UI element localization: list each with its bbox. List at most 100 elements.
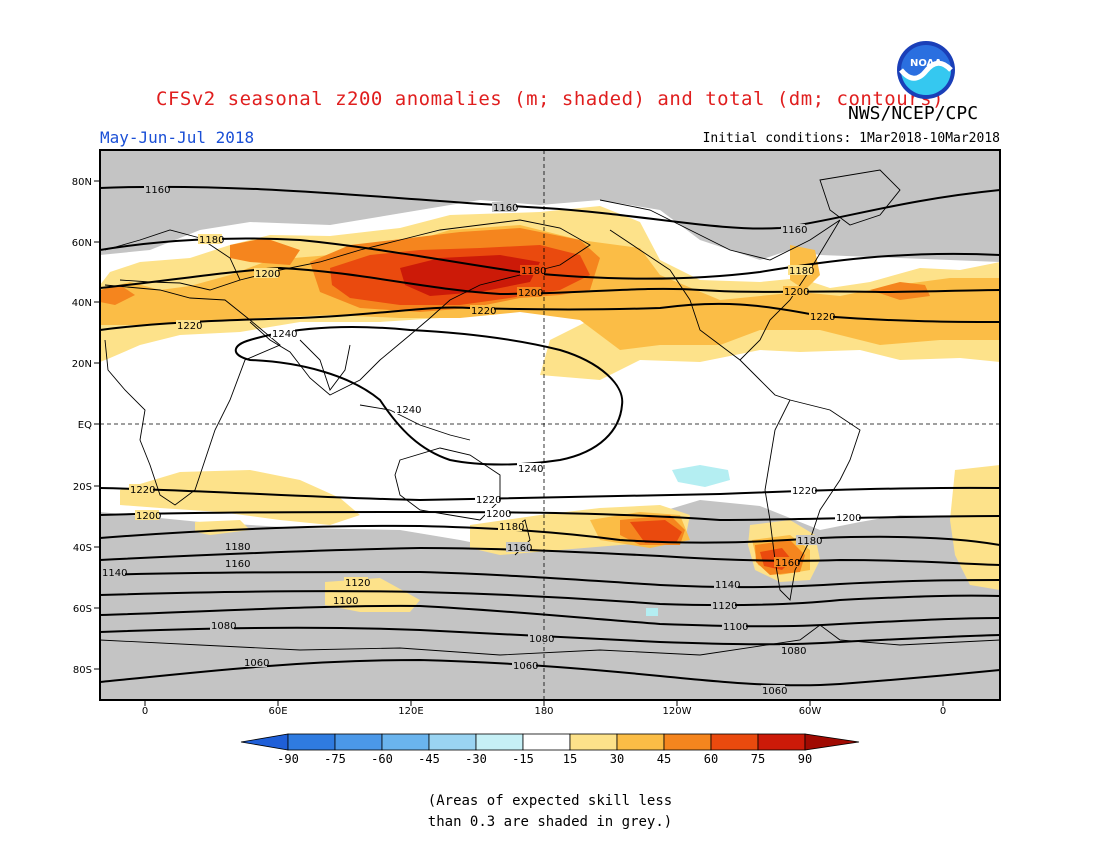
colorbar-label: -60 <box>371 752 393 766</box>
shade-s-atlantic <box>950 465 1000 590</box>
lat-label-80s: 80S <box>73 665 92 676</box>
height-contours <box>100 185 1000 687</box>
colorbar-arrow-left <box>240 733 289 751</box>
label-1080-a: 1080 <box>211 621 236 632</box>
label-1100-a: 1100 <box>333 596 358 607</box>
colorbar-label: 45 <box>657 752 671 766</box>
lat-label-80n: 80N <box>72 177 92 188</box>
label-1180-c: 1180 <box>789 266 814 277</box>
map-title: CFSv2 seasonal z200 anomalies (m; shaded… <box>156 88 944 110</box>
colorbar-swatch <box>334 733 383 751</box>
label-1160-d: 1160 <box>225 559 250 570</box>
label-1200-b: 1200 <box>518 288 543 299</box>
coast-north-america <box>599 199 841 361</box>
shade-core-max <box>400 255 540 296</box>
label-1220-b: 1220 <box>471 306 496 317</box>
label-1220-d: 1220 <box>130 485 155 496</box>
grid-lines <box>100 150 1000 700</box>
colorbar-swatch <box>522 733 571 751</box>
label-1240-a: 1240 <box>272 329 297 340</box>
contour-1120 <box>100 590 1000 607</box>
label-1120-b: 1120 <box>712 601 737 612</box>
contour-1060 <box>100 658 1000 687</box>
lon-label-60e: 60E <box>268 706 287 717</box>
label-1200-a: 1200 <box>255 269 280 280</box>
lat-label-40n: 40N <box>72 298 92 309</box>
lat-label-eq: EQ <box>78 420 92 431</box>
colorbar-label: 60 <box>704 752 718 766</box>
label-1160-a: 1160 <box>145 185 170 196</box>
label-1080-b: 1080 <box>529 634 554 645</box>
contour-1160-south <box>100 546 1000 566</box>
contour-1080 <box>100 626 1000 646</box>
lat-label-40s: 40S <box>73 543 92 554</box>
colorbar-swatch <box>569 733 618 751</box>
logo-text: NOAA <box>910 58 942 69</box>
contour-1100 <box>100 604 1000 628</box>
colorbar-label: -75 <box>324 752 346 766</box>
coast-africa <box>104 284 281 506</box>
label-1180-e: 1180 <box>499 522 524 533</box>
lon-label-120w: 120W <box>663 706 692 717</box>
label-1200-e: 1200 <box>486 509 511 520</box>
colorbar-label: -30 <box>465 752 487 766</box>
map-area: 1160 1160 1160 1180 1180 1180 1200 1200 … <box>100 150 1000 700</box>
label-1160-e: 1160 <box>507 543 532 554</box>
colorbar-label: 90 <box>798 752 812 766</box>
colorbar-label: 15 <box>563 752 577 766</box>
label-1160-b: 1160 <box>493 203 518 214</box>
label-1220-f: 1220 <box>792 486 817 497</box>
lon-label-60w: 60W <box>799 706 822 717</box>
contour-1140-south <box>100 570 1000 589</box>
contour-1220-north <box>100 302 1000 331</box>
label-1220-c: 1220 <box>810 312 835 323</box>
colorbar-swatch <box>663 733 712 751</box>
noaa-logo-icon: NOAA <box>897 41 955 99</box>
skill-note-line-1: (Areas of expected skill less <box>427 793 673 809</box>
shade-s-band-west <box>120 470 360 525</box>
contour-labels: 1160 1160 1160 1180 1180 1180 1200 1200 … <box>101 184 861 697</box>
lat-label-20n: 20N <box>72 359 92 370</box>
lon-label-180: 180 <box>534 706 553 717</box>
label-1240-c: 1240 <box>518 464 543 475</box>
label-1060-c: 1060 <box>762 686 787 697</box>
lat-label-20s: 20S <box>73 482 92 493</box>
lon-axis: 0 60E 120E 180 120W 60W 0 <box>142 700 946 717</box>
label-1120-a: 1120 <box>345 578 370 589</box>
label-1240-b: 1240 <box>396 405 421 416</box>
coast-australia <box>394 447 501 521</box>
label-1100-b: 1100 <box>723 622 748 633</box>
colorbar: -90 -75 -60 -45 -30 -15 15 30 45 60 75 90 <box>240 733 860 766</box>
label-1160-f: 1160 <box>775 558 800 569</box>
coast-indonesia <box>359 404 471 441</box>
colorbar-swatch <box>428 733 477 751</box>
label-1140-b: 1140 <box>715 580 740 591</box>
label-1180-f: 1180 <box>797 536 822 547</box>
label-1200-c: 1200 <box>784 287 809 298</box>
colorbar-label: -90 <box>277 752 299 766</box>
season-label: May-Jun-Jul 2018 <box>100 128 255 147</box>
lat-label-60n: 60N <box>72 238 92 249</box>
contour-1160-north <box>100 185 1000 230</box>
colorbar-swatch <box>616 733 665 751</box>
contour-1240-loop <box>234 326 624 466</box>
colorbar-label: 30 <box>610 752 624 766</box>
coast-greenland <box>819 169 901 226</box>
colorbar-arrow-right <box>804 733 860 751</box>
label-1180-b: 1180 <box>521 266 546 277</box>
lat-axis: 80N 60N 40N 20N EQ 20S 40S 60S 80S <box>72 177 100 676</box>
lon-label-120e: 120E <box>398 706 423 717</box>
contour-1180-south <box>100 524 1000 546</box>
label-1180-d: 1180 <box>225 542 250 553</box>
map-frame <box>99 149 1001 701</box>
initial-conditions-label: Initial conditions: 1Mar2018-10Mar2018 <box>702 131 1000 146</box>
grey-region-north <box>100 150 1000 262</box>
colorbar-swatch <box>381 733 430 751</box>
shade-europe-n <box>100 285 135 305</box>
lat-label-60s: 60S <box>73 604 92 615</box>
colorbar-label: 75 <box>751 752 765 766</box>
coast-central-america <box>739 359 791 401</box>
label-1060-b: 1060 <box>513 661 538 672</box>
contour-1220-south <box>100 486 1000 502</box>
